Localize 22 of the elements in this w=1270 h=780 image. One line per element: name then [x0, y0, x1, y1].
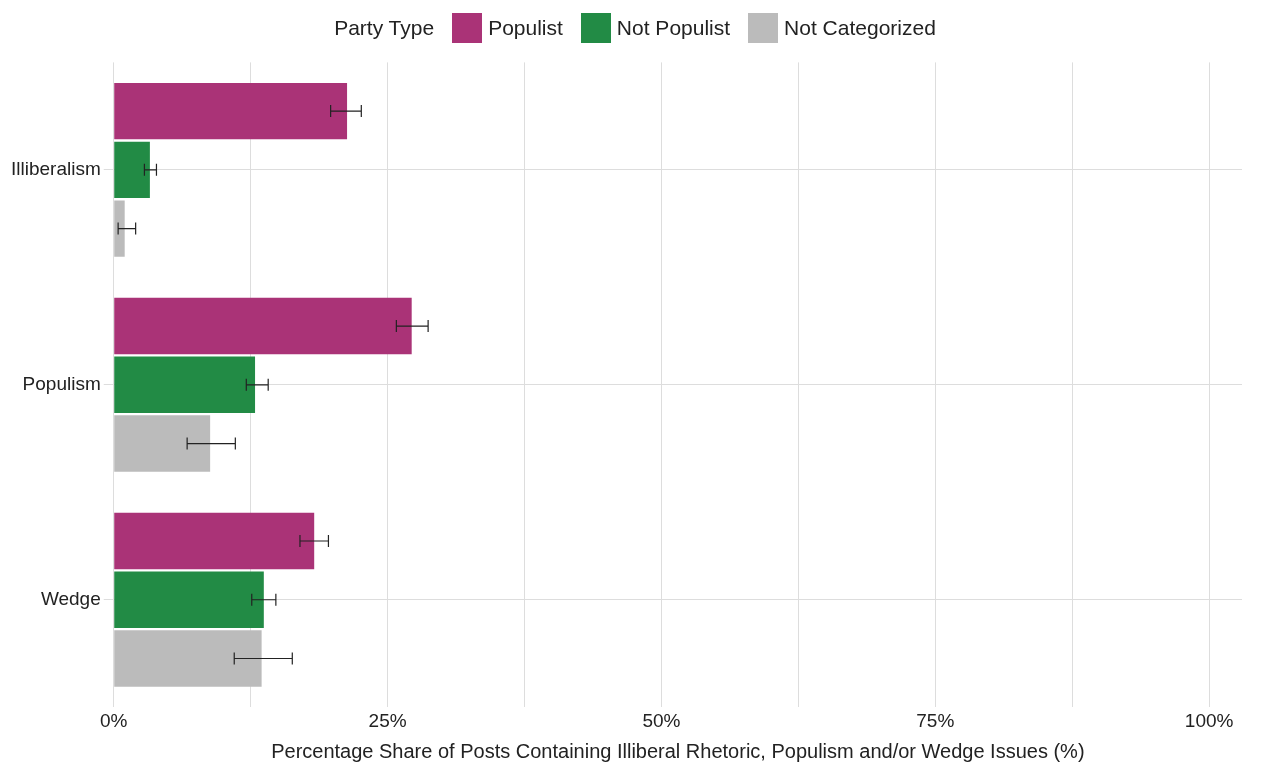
bar	[114, 356, 256, 413]
bar	[114, 415, 211, 472]
bar	[114, 630, 262, 687]
y-tick-label: Illiberalism	[10, 158, 101, 180]
x-tick-label: 50%	[642, 709, 681, 731]
x-tick-label: 75%	[916, 709, 955, 731]
y-tick-label: Populism	[22, 373, 101, 395]
x-tick-label: 25%	[368, 709, 407, 731]
legend-title: Party Type	[334, 16, 435, 40]
bar	[114, 297, 412, 355]
bar	[114, 200, 125, 257]
x-axis-title: Percentage Share of Posts Containing Illiberal Rhetoric, Populism and/or Wedge Issues (%)	[271, 739, 1085, 762]
y-tick-label: Wedge	[40, 587, 101, 609]
x-tick-label: 100%	[1184, 709, 1234, 731]
bar	[114, 512, 315, 570]
x-tick-label: 0%	[100, 709, 128, 731]
bar	[114, 141, 150, 199]
bar	[114, 82, 348, 140]
legend-label: Not Categorized	[784, 16, 936, 40]
bar	[114, 571, 264, 628]
legend-label: Not Populist	[616, 16, 731, 40]
legend-label: Populist	[488, 16, 563, 40]
